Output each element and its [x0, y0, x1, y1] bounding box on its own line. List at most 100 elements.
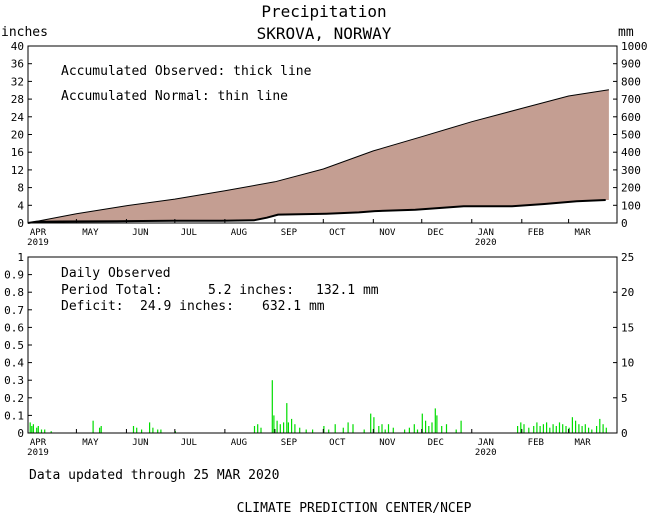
bottom-x-month-label: MAY — [82, 438, 99, 448]
top-x-month-label: NOV — [379, 228, 396, 238]
daily-bar — [460, 420, 462, 433]
bottom-x-month-label: AUG — [231, 438, 247, 448]
period-total-inches: 5.2 inches: — [208, 283, 294, 298]
bottom-x-month-label: MAR — [574, 438, 591, 448]
daily-bar — [273, 415, 275, 433]
period-total-label: Period Total: — [61, 283, 163, 298]
daily-bar — [373, 417, 375, 433]
daily-bar — [157, 429, 159, 433]
daily-bar — [271, 380, 273, 433]
daily-bar — [378, 426, 380, 433]
top-y-right-tick-label: 100 — [621, 199, 641, 212]
daily-bar — [253, 426, 256, 433]
daily-bar — [455, 429, 457, 433]
daily-bar — [323, 426, 325, 433]
daily-bar — [565, 426, 567, 433]
daily-bar — [342, 427, 344, 433]
daily-bar — [605, 427, 607, 433]
bottom-y-right-tick-label: 15 — [621, 321, 634, 334]
bottom-x-month-label: JAN — [478, 438, 494, 448]
daily-bar — [136, 427, 138, 433]
accumulated-panel: 0 4 8 12 16 20 24 28 32 36 40 0 100 200 300 400 500 600 7… — [11, 40, 648, 248]
daily-bar — [436, 415, 438, 433]
daily-bar — [555, 426, 557, 433]
daily-bar — [286, 403, 288, 433]
daily-bar — [291, 418, 293, 433]
daily-bar — [558, 422, 561, 433]
top-y-left-tick-label: 40 — [11, 40, 24, 53]
daily-bar — [257, 424, 259, 433]
daily-bar — [36, 427, 38, 433]
bottom-x-month-label: FEB — [528, 438, 544, 448]
bottom-y-left-tick-label: 0.9 — [4, 269, 24, 282]
normal-line — [27, 89, 609, 224]
daily-bar — [312, 429, 314, 433]
daily-bar — [328, 429, 330, 433]
bottom-x-month-label: JUN — [132, 438, 148, 448]
bottom-x-month-label: SEP — [281, 438, 298, 448]
top-x-month-label: JUN — [132, 228, 148, 238]
top-y-right-tick-label: 500 — [621, 129, 641, 142]
daily-bar — [416, 429, 419, 433]
data-updated-text: Data updated through 25 MAR 2020 — [29, 468, 279, 483]
daily-bar — [425, 420, 427, 433]
top-y-left-tick-label: 24 — [11, 111, 25, 124]
daily-bar — [334, 424, 336, 433]
daily-bar — [50, 431, 52, 433]
daily-bar — [276, 420, 278, 433]
top-y-right-tick-label: 400 — [621, 146, 641, 159]
daily-panel: 0 0.1 0.2 0.3 0.4 0.5 0.6 0.7 0.8 0.9 1 0 5 10 15 20 25… — [4, 251, 634, 458]
daily-bar — [29, 422, 31, 433]
top-y-left-tick-label: 32 — [11, 75, 24, 88]
daily-bar — [578, 424, 580, 433]
period-total-mm: 132.1 mm — [316, 283, 379, 298]
daily-bar — [421, 413, 423, 433]
daily-bar — [445, 424, 448, 433]
daily-bar — [283, 422, 285, 433]
daily-bar — [404, 429, 406, 433]
deficit-inches: 24.9 inches: — [140, 299, 234, 314]
bottom-y-right-tick-label: 25 — [621, 251, 634, 264]
top-x-year-label: 2020 — [475, 238, 497, 248]
daily-bar — [31, 426, 33, 433]
daily-bar — [100, 426, 102, 433]
daily-bar — [575, 420, 577, 433]
bottom-y-left-tick-label: 0.2 — [4, 392, 24, 405]
daily-bar — [152, 427, 154, 433]
daily-bar — [584, 424, 586, 433]
top-y-left-tick-label: 4 — [17, 199, 24, 212]
daily-bar — [588, 427, 590, 433]
daily-bar — [299, 427, 301, 433]
daily-bar — [149, 422, 151, 433]
daily-bar — [536, 422, 538, 433]
top-x-month-label: OCT — [329, 228, 346, 238]
left-unit-label: inches — [1, 25, 48, 40]
daily-bar — [347, 422, 349, 433]
top-y-right-tick-label: 600 — [621, 111, 641, 124]
daily-bar — [174, 431, 176, 433]
daily-bar — [599, 418, 601, 433]
daily-bar — [539, 426, 541, 433]
top-y-left-tick-label: 36 — [11, 58, 24, 71]
daily-bar — [542, 424, 544, 433]
deficit-area — [28, 89, 609, 223]
legend-observed-text: Accumulated Observed: thick line — [61, 64, 312, 79]
daily-bar — [552, 424, 554, 433]
daily-bar — [132, 426, 135, 433]
top-y-left-tick-label: 12 — [11, 164, 24, 177]
top-y-left-tick-label: 20 — [11, 129, 24, 142]
daily-bar — [384, 429, 386, 433]
bottom-y-right-tick-label: 10 — [621, 357, 634, 370]
daily-bar — [596, 426, 598, 433]
daily-bar — [381, 424, 383, 433]
daily-bar — [294, 424, 296, 433]
top-x-month-label: FEB — [528, 228, 544, 238]
top-y-left-tick-label: 0 — [17, 217, 24, 230]
daily-bar — [523, 424, 525, 433]
bottom-y-right-tick-label: 5 — [621, 392, 628, 405]
deficit-label: Deficit: — [61, 299, 124, 314]
top-y-right-tick-label: 300 — [621, 164, 641, 177]
top-x-year-label: 2019 — [27, 238, 49, 248]
daily-bar — [387, 424, 390, 433]
